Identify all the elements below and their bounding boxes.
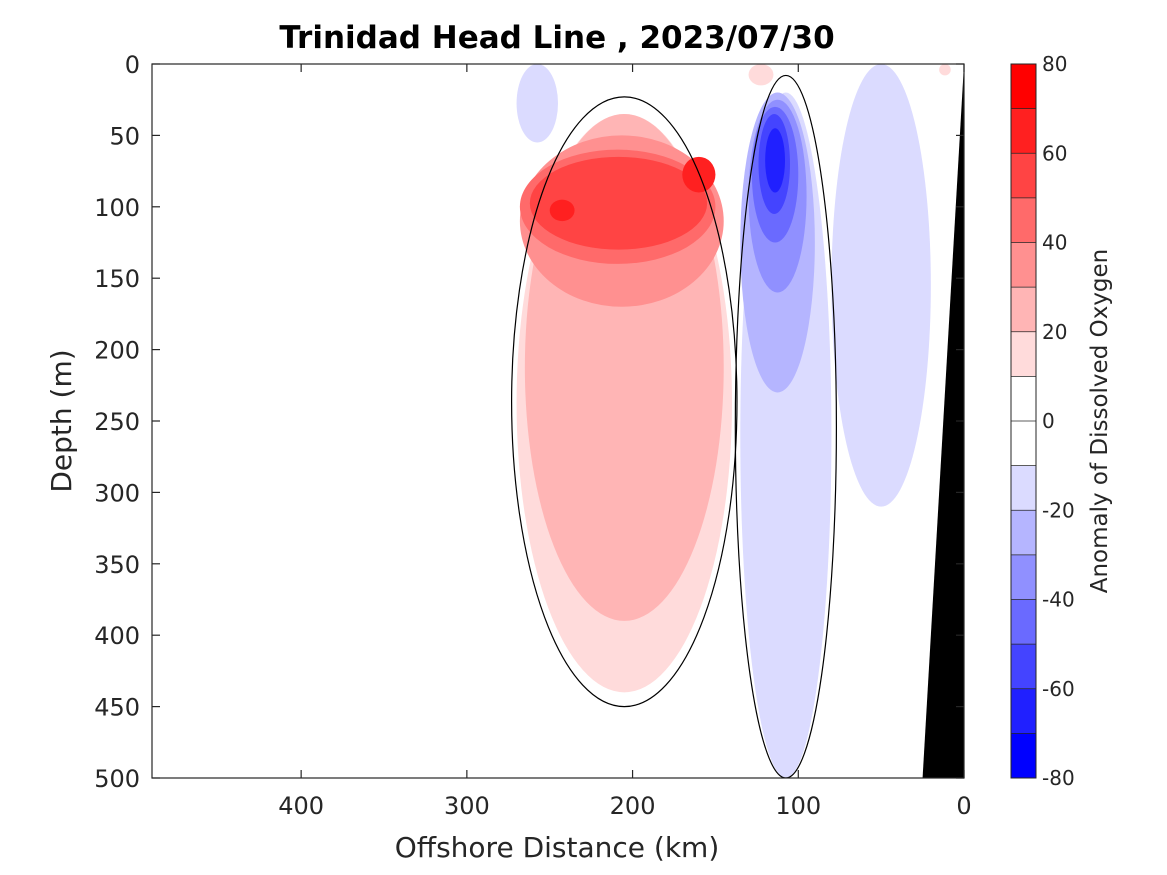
anomaly-region-negative-13	[516, 64, 558, 143]
colorbar-swatch	[1011, 644, 1036, 690]
colorbar-swatch	[1011, 64, 1036, 110]
colorbar: 80 60 40 20 0 -20 -40 -60 -80	[1010, 52, 1075, 790]
y-tick-label: 250	[94, 408, 140, 436]
colorbar-tick-label: 20	[1042, 320, 1067, 344]
y-tick-label: 50	[109, 122, 140, 150]
y-tick-label: 200	[94, 337, 140, 365]
y-tick-label: 350	[94, 551, 140, 579]
colorbar-swatch	[1011, 554, 1036, 600]
colorbar-swatch	[1011, 287, 1036, 333]
anomaly-region-positive-16	[939, 64, 951, 76]
colorbar-swatch	[1011, 376, 1036, 422]
colorbar-swatch	[1011, 421, 1036, 467]
x-tick-label: 200	[610, 792, 656, 820]
plot-area	[151, 63, 965, 779]
x-tick-label: 0	[956, 792, 971, 820]
colorbar-swatch	[1011, 197, 1036, 243]
anomaly-region-positive-15	[748, 64, 774, 86]
bathymetry-mask	[922, 64, 964, 778]
x-axis-label: Offshore Distance (km)	[395, 831, 720, 864]
anomaly-region-positive-5	[549, 199, 575, 222]
colorbar-tick-label: -60	[1042, 677, 1075, 701]
x-tick-label: 400	[278, 792, 324, 820]
colorbar-swatch	[1011, 242, 1036, 288]
colorbar-tick-label: 0	[1042, 409, 1055, 433]
colorbar-swatch	[1011, 465, 1036, 511]
anomaly-fields	[516, 64, 951, 778]
colorbar-swatch	[1011, 153, 1036, 199]
zero-contours	[510, 74, 837, 778]
y-tick-label: 100	[94, 194, 140, 222]
x-tick-label: 100	[775, 792, 821, 820]
y-tick-label: 300	[94, 479, 140, 507]
colorbar-tick-label: 40	[1042, 231, 1067, 255]
y-tick-label: 150	[94, 265, 140, 293]
y-tick-label: 400	[94, 622, 140, 650]
chart-title: Trinidad Head Line , 2023/07/30	[279, 20, 834, 56]
colorbar-tick-label: -20	[1042, 498, 1075, 522]
y-tick-label: 500	[94, 765, 140, 793]
colorbar-tick-label: -80	[1042, 766, 1075, 790]
x-tick-label: 300	[444, 792, 490, 820]
y-axis-label: Depth (m)	[45, 349, 78, 492]
colorbar-tick-label: -40	[1042, 588, 1075, 612]
colorbar-swatch	[1011, 599, 1036, 645]
colorbar-tick-label: 60	[1042, 141, 1067, 165]
anomaly-region-negative-14	[831, 64, 931, 507]
colorbar-swatch	[1011, 733, 1036, 779]
colorbar-tick-label: 80	[1042, 52, 1067, 76]
y-tick-label: 0	[125, 51, 140, 79]
y-tick-label: 450	[94, 694, 140, 722]
colorbar-swatch	[1011, 510, 1036, 556]
colorbar-label: Anomaly of Dissolved Oxygen	[1087, 249, 1113, 594]
colorbar-swatch	[1011, 331, 1036, 377]
colorbar-frame	[1010, 63, 1037, 779]
x-axis-ticks: 400 300 200 100 0	[278, 64, 972, 820]
zero-contour-7	[734, 74, 837, 778]
anomaly-region-negative-12	[765, 128, 786, 193]
anomaly-region-positive-4	[529, 156, 708, 250]
colorbar-swatch	[1011, 108, 1036, 154]
y-axis-ticks: 0 50 100 150 200 250 300 350 400 450 500	[94, 51, 964, 793]
zero-contour-0	[510, 96, 738, 708]
colorbar-swatch	[1011, 688, 1036, 734]
